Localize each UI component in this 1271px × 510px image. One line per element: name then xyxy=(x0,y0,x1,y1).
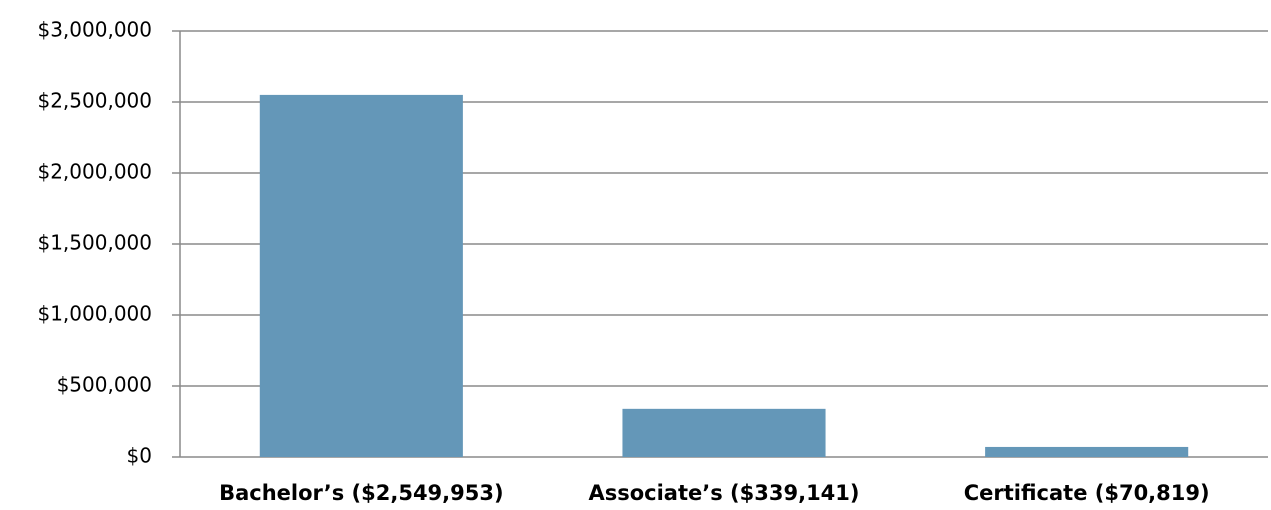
x-tick-label: Certificate ($70,819) xyxy=(964,481,1210,505)
x-tick-label: Associate’s ($339,141) xyxy=(588,481,859,505)
bar xyxy=(259,94,463,457)
y-tick-label: $1,000,000 xyxy=(37,302,152,326)
y-tick-label: $500,000 xyxy=(57,373,152,397)
y-tick-label: $0 xyxy=(127,444,152,468)
y-tick-label: $2,500,000 xyxy=(37,89,152,113)
bar xyxy=(622,408,826,457)
bar xyxy=(985,446,1189,457)
y-tick-label: $1,500,000 xyxy=(37,231,152,255)
y-tick-label: $3,000,000 xyxy=(37,18,152,42)
y-tick-label: $2,000,000 xyxy=(37,160,152,184)
x-tick-label: Bachelor’s ($2,549,953) xyxy=(219,481,504,505)
